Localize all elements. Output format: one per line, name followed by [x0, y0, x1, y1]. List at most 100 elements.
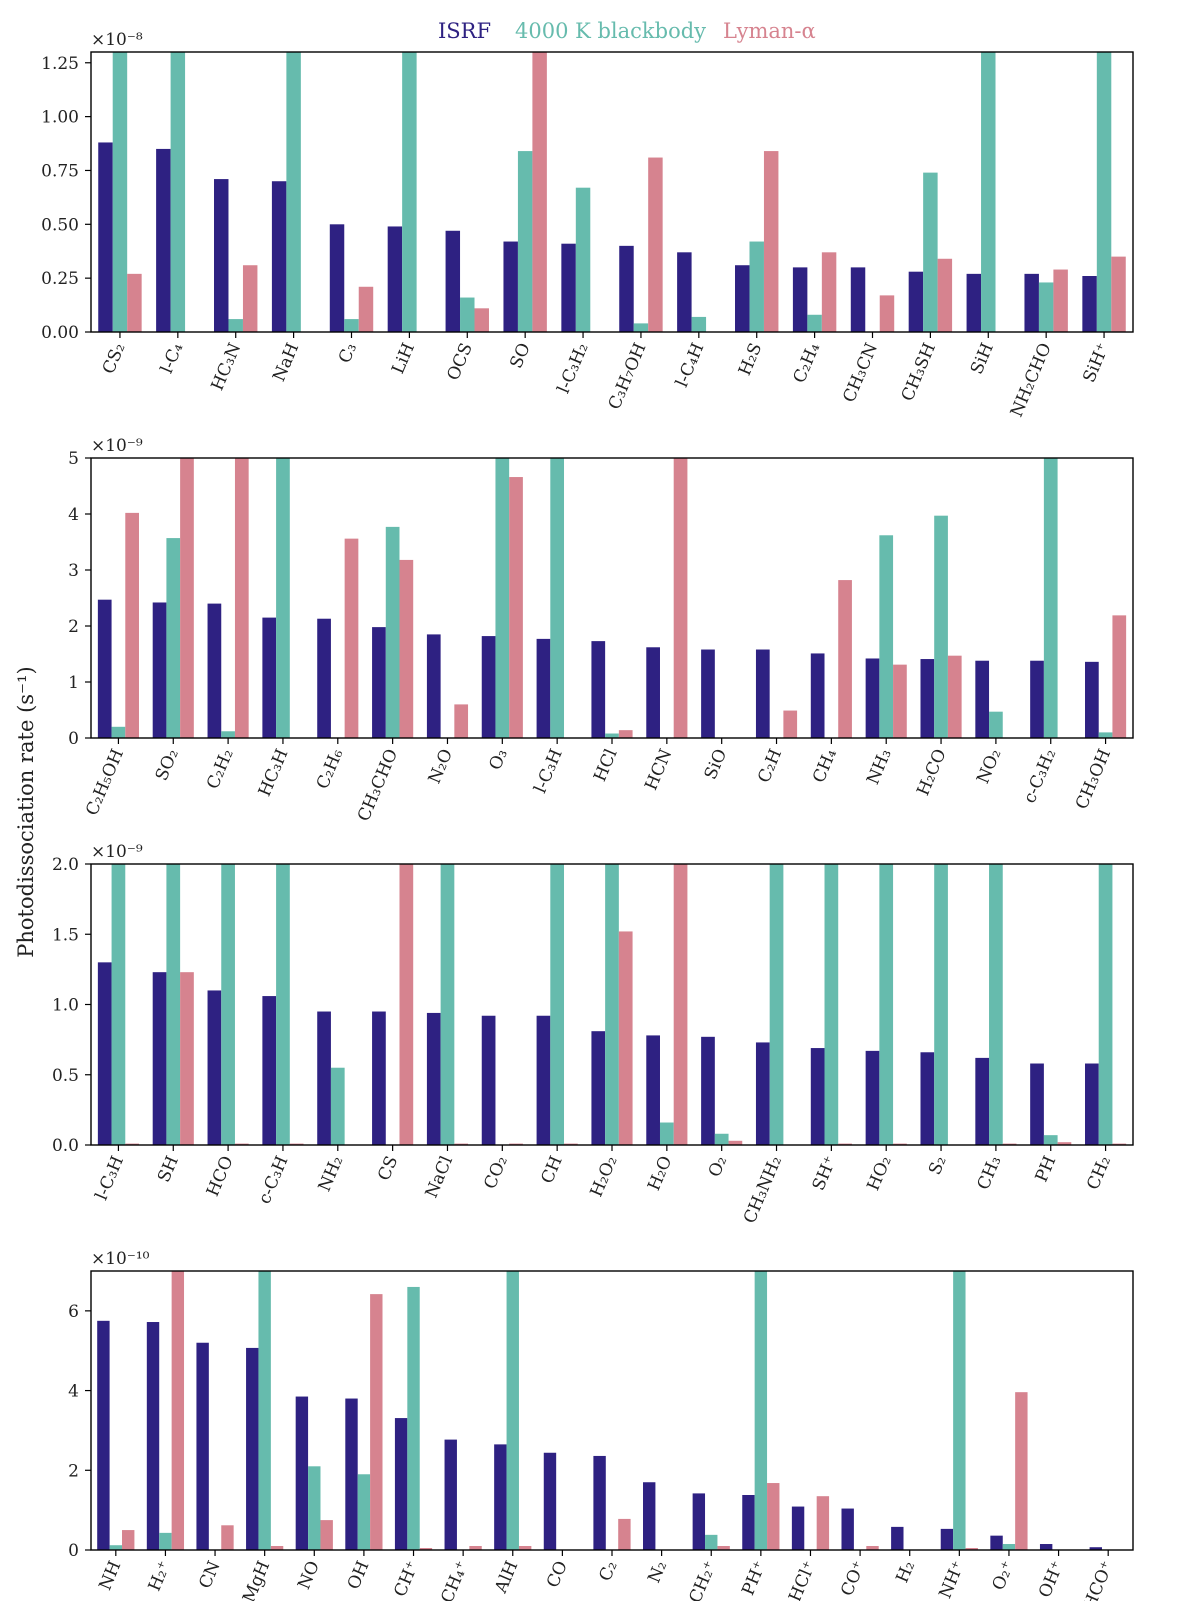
bar-lyman-alpha	[125, 512, 139, 738]
bar-blackbody	[1043, 1135, 1058, 1145]
x-tick-label: HCN	[641, 746, 676, 793]
bar-lyman-alpha	[221, 1525, 234, 1550]
bar-isrf	[701, 649, 715, 738]
bar-lyman-alpha	[821, 252, 837, 332]
bar-isrf	[426, 634, 441, 738]
bar-lyman-alpha	[242, 265, 258, 332]
bar-blackbody	[934, 864, 948, 1145]
x-tick-label: HCl⁺	[785, 1558, 820, 1601]
bar-isrf	[271, 181, 287, 332]
bar-isrf	[445, 230, 461, 332]
x-tick-label: N₂O	[425, 746, 457, 787]
bar-isrf	[345, 1398, 358, 1550]
x-tick-label: PH	[1032, 1153, 1061, 1185]
bar-isrf	[1039, 1544, 1053, 1550]
y-tick-label: 3	[68, 561, 79, 581]
axes-frame	[90, 457, 1134, 739]
bar-lyman-alpha	[618, 1518, 631, 1550]
x-tick-label: H₂S	[735, 340, 766, 378]
legend-blackbody: 4000 K blackbody	[515, 19, 706, 43]
bar-isrf	[865, 658, 880, 738]
y-tick-label: 1.5	[52, 925, 79, 945]
bar-lyman-alpha	[234, 458, 249, 738]
bar-blackbody	[308, 1466, 321, 1550]
bar-blackbody	[1002, 1544, 1016, 1550]
bar-isrf	[295, 1396, 309, 1550]
bar-lyman-alpha	[1111, 256, 1126, 332]
bar-lyman-alpha	[947, 655, 962, 738]
bar-lyman-alpha	[893, 664, 907, 738]
bar-lyman-alpha	[419, 1548, 433, 1550]
x-tick-label: OH⁺	[1035, 1558, 1068, 1601]
bar-isrf	[394, 1418, 408, 1550]
bar-isrf	[536, 638, 551, 738]
bar-isrf	[561, 243, 576, 332]
bar-blackbody	[111, 864, 126, 1145]
y-multiplier: ×10⁻⁹	[91, 842, 143, 862]
bar-blackbody	[460, 297, 475, 332]
bar-lyman-alpha	[454, 704, 469, 738]
bar-isrf	[196, 1342, 209, 1550]
bar-isrf	[481, 1015, 496, 1145]
bar-blackbody	[276, 458, 290, 738]
bar-isrf	[850, 267, 866, 332]
x-tick-label: SiH	[967, 340, 998, 377]
bar-lyman-alpha	[866, 1546, 879, 1550]
bars	[97, 458, 1127, 738]
bar-isrf	[262, 996, 277, 1145]
bar-isrf	[317, 1011, 331, 1145]
x-tick-label: NO	[294, 1558, 324, 1592]
x-tick-label: O₃	[485, 746, 512, 773]
chart-panel-1: CS₂ l-C₄ HC₃N NaH C₃ LiH OCS SO l-C₃H₂ C₃H₇OH l-C₄…	[41, 30, 1134, 420]
bar-blackbody	[1043, 458, 1058, 738]
x-tick-label: CO₂	[480, 1153, 512, 1192]
bar-blackbody	[691, 316, 707, 332]
y-tick-label: 0.25	[41, 269, 79, 289]
bar-isrf	[1085, 1063, 1099, 1145]
y-multiplier: ×10⁻¹⁰	[91, 1249, 150, 1269]
x-tick-label: O₂⁺	[989, 1558, 1019, 1593]
x-tick-label: CH₄⁺	[437, 1558, 472, 1601]
bar-isrf	[146, 1322, 160, 1550]
bar-blackbody	[934, 515, 948, 738]
x-tick-label: l-C₄H	[672, 340, 708, 390]
bar-isrf	[755, 649, 770, 738]
bar-isrf	[481, 636, 496, 738]
bar-blackbody	[344, 319, 359, 332]
chart-panel-4: NH H₂⁺ CN MgH NO OH CH⁺ CH₄⁺ AlH CO C₂ N₂ CH₂⁺ PH⁺ HCl…	[68, 1249, 1134, 1601]
bar-lyman-alpha	[879, 295, 895, 332]
bar-blackbody	[402, 52, 417, 332]
bar-lyman-alpha	[618, 931, 633, 1145]
y-tick-label: 2	[68, 617, 79, 637]
x-tick-label: NH	[95, 1558, 125, 1593]
bars	[97, 864, 1127, 1145]
bar-blackbody	[495, 458, 510, 738]
bar-lyman-alpha	[474, 308, 489, 332]
x-tick-label: SiH⁺	[1079, 340, 1113, 385]
bar-lyman-alpha	[838, 580, 852, 738]
x-tick-label: NH₃	[863, 746, 896, 787]
axes-frame	[90, 1270, 1134, 1551]
bar-blackbody	[989, 864, 1003, 1145]
x-tick-label: SiO	[701, 746, 732, 782]
bar-blackbody	[605, 733, 619, 738]
bar-isrf	[791, 1506, 805, 1550]
bar-lyman-alpha	[783, 710, 798, 738]
bar-isrf	[1030, 660, 1044, 738]
bar-isrf	[97, 1320, 110, 1550]
x-tick-label: NH₂CHO	[1007, 340, 1056, 420]
bar-isrf	[891, 1526, 904, 1550]
bar-isrf	[841, 1508, 854, 1550]
bar-blackbody	[170, 52, 186, 332]
bar-lyman-alpha	[180, 458, 194, 738]
bar-isrf	[646, 647, 660, 738]
x-tick-label: H₂O₂	[587, 1153, 622, 1200]
bar-isrf	[810, 653, 825, 738]
bar-blackbody	[517, 151, 533, 332]
x-tick-label: CO⁺	[837, 1558, 869, 1599]
x-tick-label: C₃H₇OH	[605, 340, 651, 412]
bar-isrf	[755, 1042, 770, 1145]
y-tick-label: 0.75	[41, 161, 79, 181]
bar-blackbody	[166, 864, 181, 1145]
